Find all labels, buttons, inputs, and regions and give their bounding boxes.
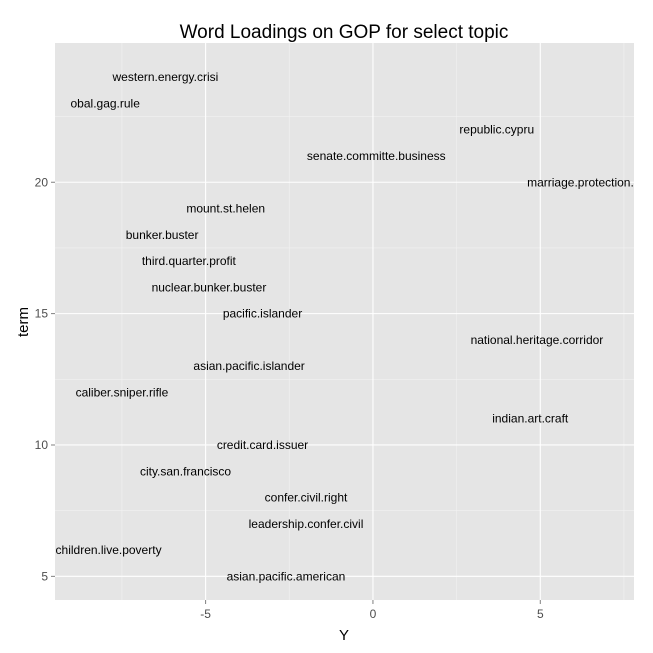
y-axis-title: term [15, 307, 32, 337]
chart-title: Word Loadings on GOP for select topic [180, 22, 509, 43]
word-labels: asian.pacific.american children.live.pove… [56, 70, 641, 583]
x-tick-label: 5 [537, 607, 544, 621]
word-label-point: obal.gag.rule [71, 96, 141, 110]
word-label-point: mount.st.helen [186, 202, 265, 216]
word-label-point: caliber.sniper.rifle [76, 385, 169, 399]
word-label-point: pacific.islander [223, 307, 302, 321]
word-label-point: asian.pacific.american [227, 569, 346, 583]
word-label-point: confer.civil.right [265, 491, 348, 505]
word-label-point: senate.committe.business [307, 149, 446, 163]
word-label-point: national.heritage.corridor [471, 333, 604, 347]
word-label-point: bunker.buster [126, 228, 199, 242]
axis-ticks: -5 0 5 5 10 15 20 [35, 175, 544, 621]
y-tick-label: 15 [35, 307, 49, 321]
y-tick-label: 20 [35, 175, 49, 189]
x-tick-label: 0 [370, 607, 377, 621]
word-label-point: third.quarter.profit [142, 254, 237, 268]
word-label-point: indian.art.craft [492, 412, 569, 426]
plot-panel [55, 43, 634, 600]
word-label-point: nuclear.bunker.buster [152, 280, 267, 294]
x-tick-label: -5 [200, 607, 211, 621]
word-label-point: republic.cypru [459, 123, 534, 137]
word-label-point: asian.pacific.islander [193, 359, 304, 373]
x-axis-title: Y [339, 627, 349, 644]
y-tick-label: 5 [41, 569, 48, 583]
word-label-point: western.energy.crisi [112, 70, 219, 84]
y-tick-label: 10 [35, 438, 49, 452]
word-label-point: leadership.confer.civil [249, 517, 364, 531]
grid-lines [55, 43, 634, 600]
word-label-point: city.san.francisco [140, 464, 231, 478]
word-label-point: children.live.poverty [56, 543, 162, 557]
word-label-point: marriage.protection.a [527, 175, 641, 189]
word-label-point: credit.card.issuer [217, 438, 308, 452]
